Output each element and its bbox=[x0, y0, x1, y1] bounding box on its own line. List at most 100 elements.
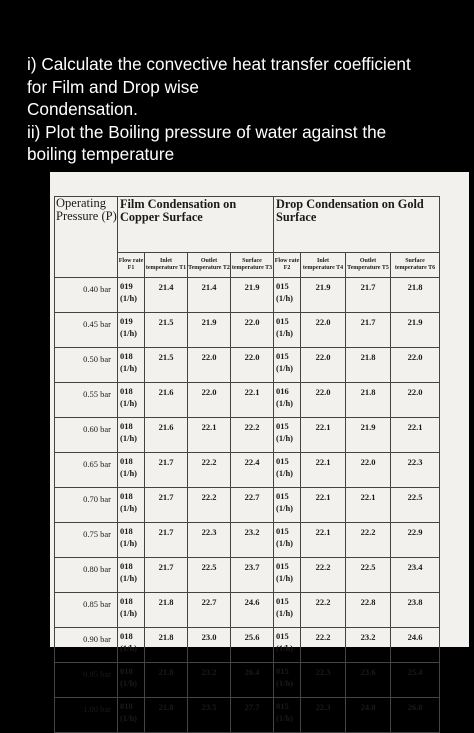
flow-value: 018 bbox=[120, 456, 133, 466]
outlet-temp-t5-cell: 21.7 bbox=[345, 312, 392, 348]
surface-temp-t3-cell: 27.7 bbox=[229, 697, 275, 733]
table-row: 0.65 bar 018 (1/h) 21.7 22.2 22.4 015 (1/h) 22.1… bbox=[54, 452, 441, 488]
flow-value: 015 bbox=[276, 561, 289, 571]
pressure-cell: 0.85 bar bbox=[54, 592, 118, 628]
table-row: 0.70 bar 018 (1/h) 21.7 22.2 22.7 015 (1/h) 22.1… bbox=[54, 487, 441, 523]
flow-unit: (1/h) bbox=[276, 643, 294, 653]
surface-temp-t6-cell: 22.1 bbox=[390, 417, 441, 453]
inlet-temp-t1-cell: 21.7 bbox=[144, 522, 188, 558]
flow-unit: (1/h) bbox=[276, 573, 294, 583]
flow-value: 015 bbox=[276, 421, 289, 431]
flow-value: 015 bbox=[276, 666, 289, 676]
outlet-temp-t5-cell: 21.8 bbox=[345, 382, 392, 418]
flow-value: 019 bbox=[120, 281, 133, 291]
question-line: boiling temperature bbox=[27, 144, 175, 164]
surface-temp-t3-cell: 22.4 bbox=[229, 452, 275, 488]
outlet-temp-t2-cell: 22.5 bbox=[187, 557, 231, 593]
table-row: 0.45 bar 019 (1/h) 21.5 21.9 22.0 015 (1/h) 22.0… bbox=[54, 312, 441, 348]
flow-value: 018 bbox=[120, 386, 133, 396]
flow-rate-f2-cell: 015 (1/h) bbox=[273, 557, 302, 593]
flow-unit: (1/h) bbox=[120, 713, 137, 723]
flow-value: 015 bbox=[276, 281, 289, 291]
outlet-temp-t2-cell: 22.1 bbox=[187, 417, 231, 453]
outlet-temp-t5-cell: 21.7 bbox=[345, 277, 392, 313]
flow-value: 018 bbox=[120, 421, 133, 431]
surface-temp-t6-cell: 21.8 bbox=[390, 277, 441, 313]
surface-temp-t6-cell: 23.4 bbox=[390, 557, 441, 593]
inlet-temp-t4-cell: 22.2 bbox=[300, 627, 347, 663]
outlet-temp-t5-cell: 22.0 bbox=[345, 452, 392, 488]
pressure-cell: 1.00 bar bbox=[54, 697, 118, 733]
flow-unit: (1/h) bbox=[276, 608, 294, 618]
flow-rate-f1-cell: 018 (1/h) bbox=[117, 557, 145, 593]
table-row: 0.40 bar 019 (1/h) 21.4 21.4 21.9 015 (1/h) 21.9… bbox=[54, 277, 441, 313]
flow-rate-f2-cell: 015 (1/h) bbox=[273, 522, 302, 558]
flow-value: 018 bbox=[120, 491, 133, 501]
flow-value: 018 bbox=[120, 631, 133, 641]
flow-unit: (1/h) bbox=[276, 678, 294, 688]
flow-rate-f2-cell: 015 (1/h) bbox=[273, 452, 302, 488]
flow-unit: (1/h) bbox=[276, 713, 294, 723]
table-row: 0.85 bar 018 (1/h) 21.8 22.7 24.6 015 (1/h) 22.2… bbox=[54, 592, 441, 628]
flow-value: 015 bbox=[276, 596, 289, 606]
inlet-temp-t4-cell: 22.1 bbox=[300, 452, 347, 488]
flow-value: 015 bbox=[276, 631, 289, 641]
surface-temp-t6-cell: 22.5 bbox=[390, 487, 441, 523]
flow-unit: (1/h) bbox=[120, 678, 137, 688]
flow-value: 015 bbox=[276, 456, 289, 466]
flow-rate-f2-cell: 015 (1/h) bbox=[273, 627, 302, 663]
column-header: Inlet temperature T4 bbox=[300, 252, 347, 278]
surface-temp-t3-cell: 25.6 bbox=[229, 627, 275, 663]
flow-rate-f1-cell: 018 (1/h) bbox=[117, 382, 145, 418]
inlet-temp-t4-cell: 22.0 bbox=[300, 312, 347, 348]
pressure-cell: 0.65 bar bbox=[54, 452, 118, 488]
inlet-temp-t1-cell: 21.5 bbox=[144, 347, 188, 383]
flow-value: 018 bbox=[120, 596, 133, 606]
pressure-cell: 0.80 bar bbox=[54, 557, 118, 593]
inlet-temp-t1-cell: 21.7 bbox=[144, 452, 188, 488]
outlet-temp-t2-cell: 22.2 bbox=[187, 452, 231, 488]
surface-temp-t6-cell: 24.6 bbox=[390, 627, 441, 663]
outlet-temp-t2-cell: 22.0 bbox=[187, 382, 231, 418]
table-row: 0.90 bar 018 (1/h) 21.8 23.0 25.6 015 (1/h) 22.2… bbox=[54, 627, 441, 663]
flow-rate-f1-cell: 018 (1/h) bbox=[117, 697, 145, 733]
surface-temp-t3-cell: 22.1 bbox=[229, 382, 275, 418]
pressure-cell: 0.75 bar bbox=[54, 522, 118, 558]
column-header: Surface temperature T6 bbox=[390, 252, 441, 278]
column-header: Flow rate F2 bbox=[273, 252, 302, 278]
flow-unit: (1/h) bbox=[120, 573, 137, 583]
table-row: 0.75 bar 018 (1/h) 21.7 22.3 23.2 015 (1/h) 22.1… bbox=[54, 522, 441, 558]
surface-temp-t3-cell: 26.4 bbox=[229, 662, 275, 698]
flow-unit: (1/h) bbox=[120, 363, 137, 373]
flow-rate-f2-cell: 015 (1/h) bbox=[273, 347, 302, 383]
inlet-temp-t4-cell: 22.3 bbox=[300, 697, 347, 733]
flow-unit: (1/h) bbox=[276, 293, 294, 303]
flow-rate-f1-cell: 018 (1/h) bbox=[117, 487, 145, 523]
outlet-temp-t2-cell: 21.4 bbox=[187, 277, 231, 313]
question-line: i) Calculate the convective heat transfe… bbox=[27, 54, 411, 74]
outlet-temp-t5-cell: 23.2 bbox=[345, 627, 392, 663]
flow-unit: (1/h) bbox=[120, 608, 137, 618]
flow-rate-f2-cell: 015 (1/h) bbox=[273, 592, 302, 628]
outlet-temp-t2-cell: 22.0 bbox=[187, 347, 231, 383]
header-drop-condensation: Drop Condensation on Gold Surface bbox=[273, 196, 441, 253]
flow-rate-f1-cell: 019 (1/h) bbox=[117, 277, 145, 313]
flow-unit: (1/h) bbox=[276, 328, 294, 338]
flow-rate-f2-cell: 015 (1/h) bbox=[273, 662, 302, 698]
outlet-temp-t5-cell: 23.6 bbox=[345, 662, 392, 698]
flow-rate-f1-cell: 018 (1/h) bbox=[117, 627, 145, 663]
inlet-temp-t4-cell: 22.1 bbox=[300, 487, 347, 523]
pressure-cell: 0.40 bar bbox=[54, 277, 118, 313]
question-line: for Film and Drop wise bbox=[27, 76, 199, 97]
header-operating-pressure: Operating Pressure (P) bbox=[54, 196, 118, 278]
flow-rate-f1-cell: 018 (1/h) bbox=[117, 347, 145, 383]
flow-unit: (1/h) bbox=[276, 468, 294, 478]
flow-unit: (1/h) bbox=[120, 433, 137, 443]
table-row: 1.00 bar 018 (1/h) 21.8 23.5 27.7 015 (1/h) 22.3… bbox=[54, 697, 441, 733]
outlet-temp-t5-cell: 22.5 bbox=[345, 557, 392, 593]
column-header: Outlet Temperature T2 bbox=[187, 252, 231, 278]
surface-temp-t6-cell: 22.0 bbox=[390, 347, 441, 383]
outlet-temp-t2-cell: 23.5 bbox=[187, 697, 231, 733]
inlet-temp-t1-cell: 21.8 bbox=[144, 662, 188, 698]
surface-temp-t3-cell: 23.7 bbox=[229, 557, 275, 593]
